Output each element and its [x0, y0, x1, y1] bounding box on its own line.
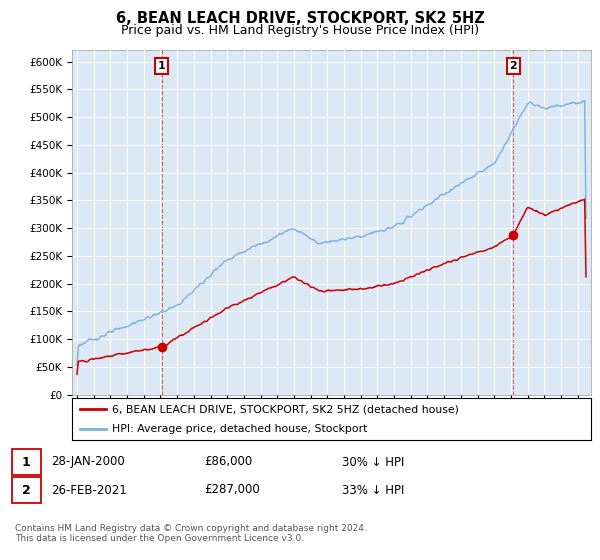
Text: 28-JAN-2000: 28-JAN-2000: [51, 455, 125, 469]
Text: 30% ↓ HPI: 30% ↓ HPI: [342, 455, 404, 469]
Text: 2: 2: [509, 60, 517, 71]
Text: 1: 1: [22, 455, 31, 469]
Text: 33% ↓ HPI: 33% ↓ HPI: [342, 483, 404, 497]
Text: 6, BEAN LEACH DRIVE, STOCKPORT, SK2 5HZ: 6, BEAN LEACH DRIVE, STOCKPORT, SK2 5HZ: [116, 11, 484, 26]
Text: 26-FEB-2021: 26-FEB-2021: [51, 483, 127, 497]
Text: 6, BEAN LEACH DRIVE, STOCKPORT, SK2 5HZ (detached house): 6, BEAN LEACH DRIVE, STOCKPORT, SK2 5HZ …: [112, 404, 460, 414]
Text: 1: 1: [158, 60, 166, 71]
Text: Price paid vs. HM Land Registry's House Price Index (HPI): Price paid vs. HM Land Registry's House …: [121, 24, 479, 36]
Text: HPI: Average price, detached house, Stockport: HPI: Average price, detached house, Stoc…: [112, 424, 368, 433]
Text: 2: 2: [22, 483, 31, 497]
Text: £86,000: £86,000: [204, 455, 252, 469]
Text: Contains HM Land Registry data © Crown copyright and database right 2024.
This d: Contains HM Land Registry data © Crown c…: [15, 524, 367, 543]
Text: £287,000: £287,000: [204, 483, 260, 497]
